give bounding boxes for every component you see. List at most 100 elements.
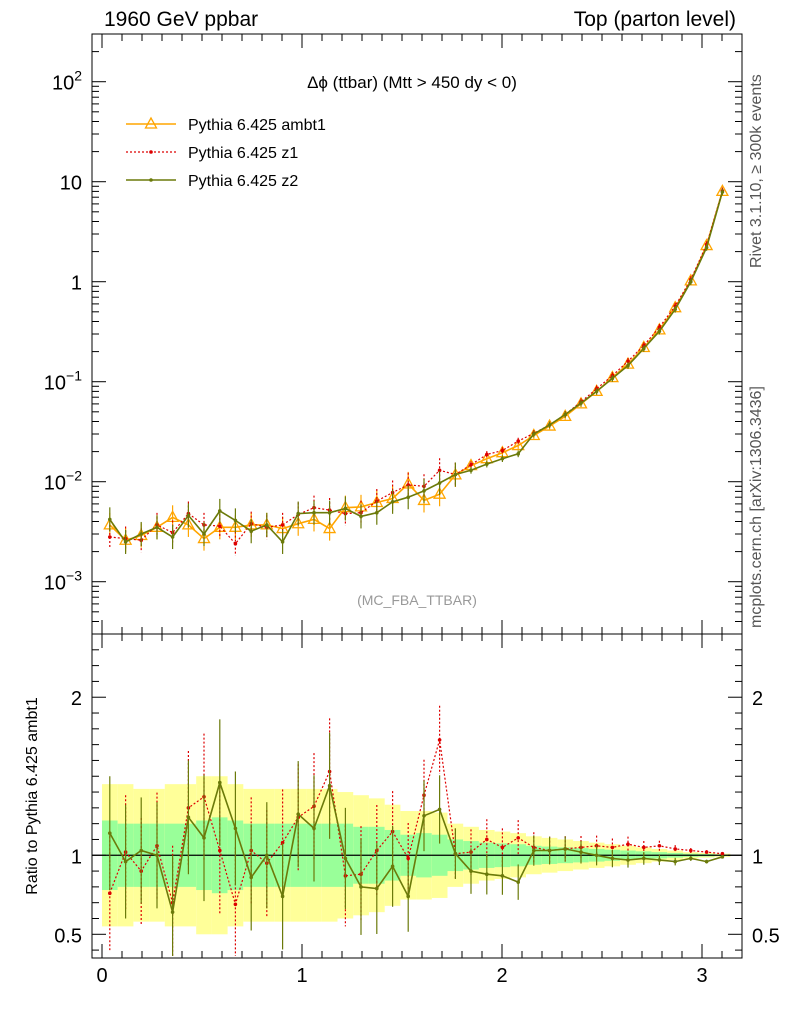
data-point	[704, 245, 709, 250]
series-line	[109, 191, 724, 544]
ratio-y-axis-label: Ratio to Pythia 6.425 ambt1	[24, 697, 41, 895]
ratio-data-point	[139, 848, 143, 853]
data-point	[527, 428, 541, 441]
ratio-data-point	[673, 847, 677, 851]
y-tick-label: 10−2	[44, 468, 82, 495]
ratio-data-point	[689, 856, 693, 861]
analysis-watermark: (MC_FBA_TTBAR)	[357, 592, 477, 608]
ratio-y-tick-label-left: 1	[71, 846, 82, 868]
ratio-data-point	[453, 851, 458, 856]
data-point	[233, 518, 238, 523]
ratio-data-point	[626, 842, 630, 847]
data-point	[280, 540, 285, 544]
data-point	[417, 493, 431, 506]
data-point	[265, 523, 269, 527]
ratio-data-point	[375, 886, 379, 891]
data-point	[202, 532, 206, 536]
ratio-data-point	[406, 856, 411, 861]
right-header-title: Top (parton level)	[573, 8, 736, 31]
data-point	[218, 524, 222, 528]
data-point	[186, 513, 191, 518]
ratio-data-point	[280, 894, 285, 899]
ratio-data-point	[312, 826, 316, 831]
data-point	[594, 389, 599, 394]
data-point	[422, 489, 426, 493]
ratio-data-point	[218, 848, 222, 853]
ratio-data-point	[108, 891, 112, 895]
data-point	[433, 486, 447, 499]
data-point	[469, 468, 473, 473]
ratio-y-tick-label-left: 2	[71, 688, 82, 710]
x-tick-label: 1	[296, 965, 307, 987]
data-point	[108, 517, 112, 522]
data-point	[626, 359, 630, 364]
data-point	[139, 532, 143, 536]
ratio-data-point	[500, 845, 505, 850]
data-point	[500, 456, 505, 461]
series-line	[109, 190, 723, 545]
legend-label: Pythia 6.425 ambt1	[188, 117, 326, 134]
legend-marker	[149, 150, 153, 154]
ratio-data-point	[218, 780, 222, 785]
y-tick-label: 10−1	[44, 368, 82, 395]
y-tick-label: 102	[52, 68, 82, 95]
ratio-data-point	[343, 856, 348, 861]
data-point	[233, 541, 238, 546]
ratio-data-point	[233, 902, 238, 907]
ratio-data-point	[500, 874, 505, 878]
y-tick-label: 10	[60, 173, 82, 195]
data-point	[657, 325, 662, 330]
y-tick-label: 10−3	[44, 568, 82, 595]
data-point	[170, 535, 175, 539]
ratio-series-line	[109, 739, 723, 907]
data-point	[543, 418, 557, 431]
ratio-data-point	[720, 851, 725, 856]
data-point	[123, 540, 128, 544]
data-point	[155, 525, 159, 530]
ratio-data-point	[610, 845, 615, 850]
ratio-y-tick-label-right: 2	[752, 688, 763, 710]
data-point	[181, 517, 195, 530]
rivet-version-label: Rivet 3.1.10, ≥ 300k events	[748, 74, 765, 268]
ratio-data-point	[704, 859, 709, 864]
data-point	[437, 468, 442, 473]
legend-marker	[149, 178, 153, 182]
ratio-data-point	[296, 812, 301, 816]
data-point	[437, 481, 442, 485]
legend-label: Pythia 6.425 z1	[188, 145, 298, 162]
x-tick-label: 0	[96, 965, 107, 987]
data-point	[406, 495, 411, 500]
data-point	[574, 396, 588, 409]
ratio-data-point	[720, 855, 725, 859]
data-point	[327, 510, 332, 515]
plot-title: Δϕ (ttbar) (Mtt > 450 dy < 0)	[307, 73, 517, 92]
x-tick-label: 2	[496, 965, 507, 987]
ratio-data-point	[265, 853, 269, 858]
data-point	[547, 423, 552, 427]
ratio-data-point	[390, 864, 395, 869]
ratio-data-point	[469, 869, 473, 873]
data-point	[610, 376, 615, 381]
ratio-data-point	[485, 872, 489, 877]
ratio-data-point	[594, 853, 599, 858]
ratio-y-tick-label-left: 0.5	[54, 925, 82, 947]
y-tick-label: 1	[71, 273, 82, 295]
data-point	[296, 511, 301, 516]
data-point	[673, 307, 677, 312]
ratio-data-point	[516, 880, 520, 884]
data-point	[657, 329, 662, 333]
ratio-data-point	[673, 859, 677, 864]
data-point	[720, 190, 725, 194]
ratio-y-tick-label-right: 0.5	[752, 925, 780, 947]
ratio-data-point	[485, 837, 489, 842]
left-header-title: 1960 GeV ppbar	[104, 8, 259, 31]
legend-label: Pythia 6.425 z2	[188, 173, 298, 190]
ratio-plot-frame	[91, 633, 743, 959]
data-point	[453, 472, 458, 477]
ratio-data-point	[123, 859, 128, 864]
data-point	[312, 510, 316, 515]
data-point	[218, 509, 222, 513]
ratio-data-point	[280, 840, 285, 845]
data-point	[532, 432, 536, 436]
ratio-data-point	[642, 845, 646, 850]
